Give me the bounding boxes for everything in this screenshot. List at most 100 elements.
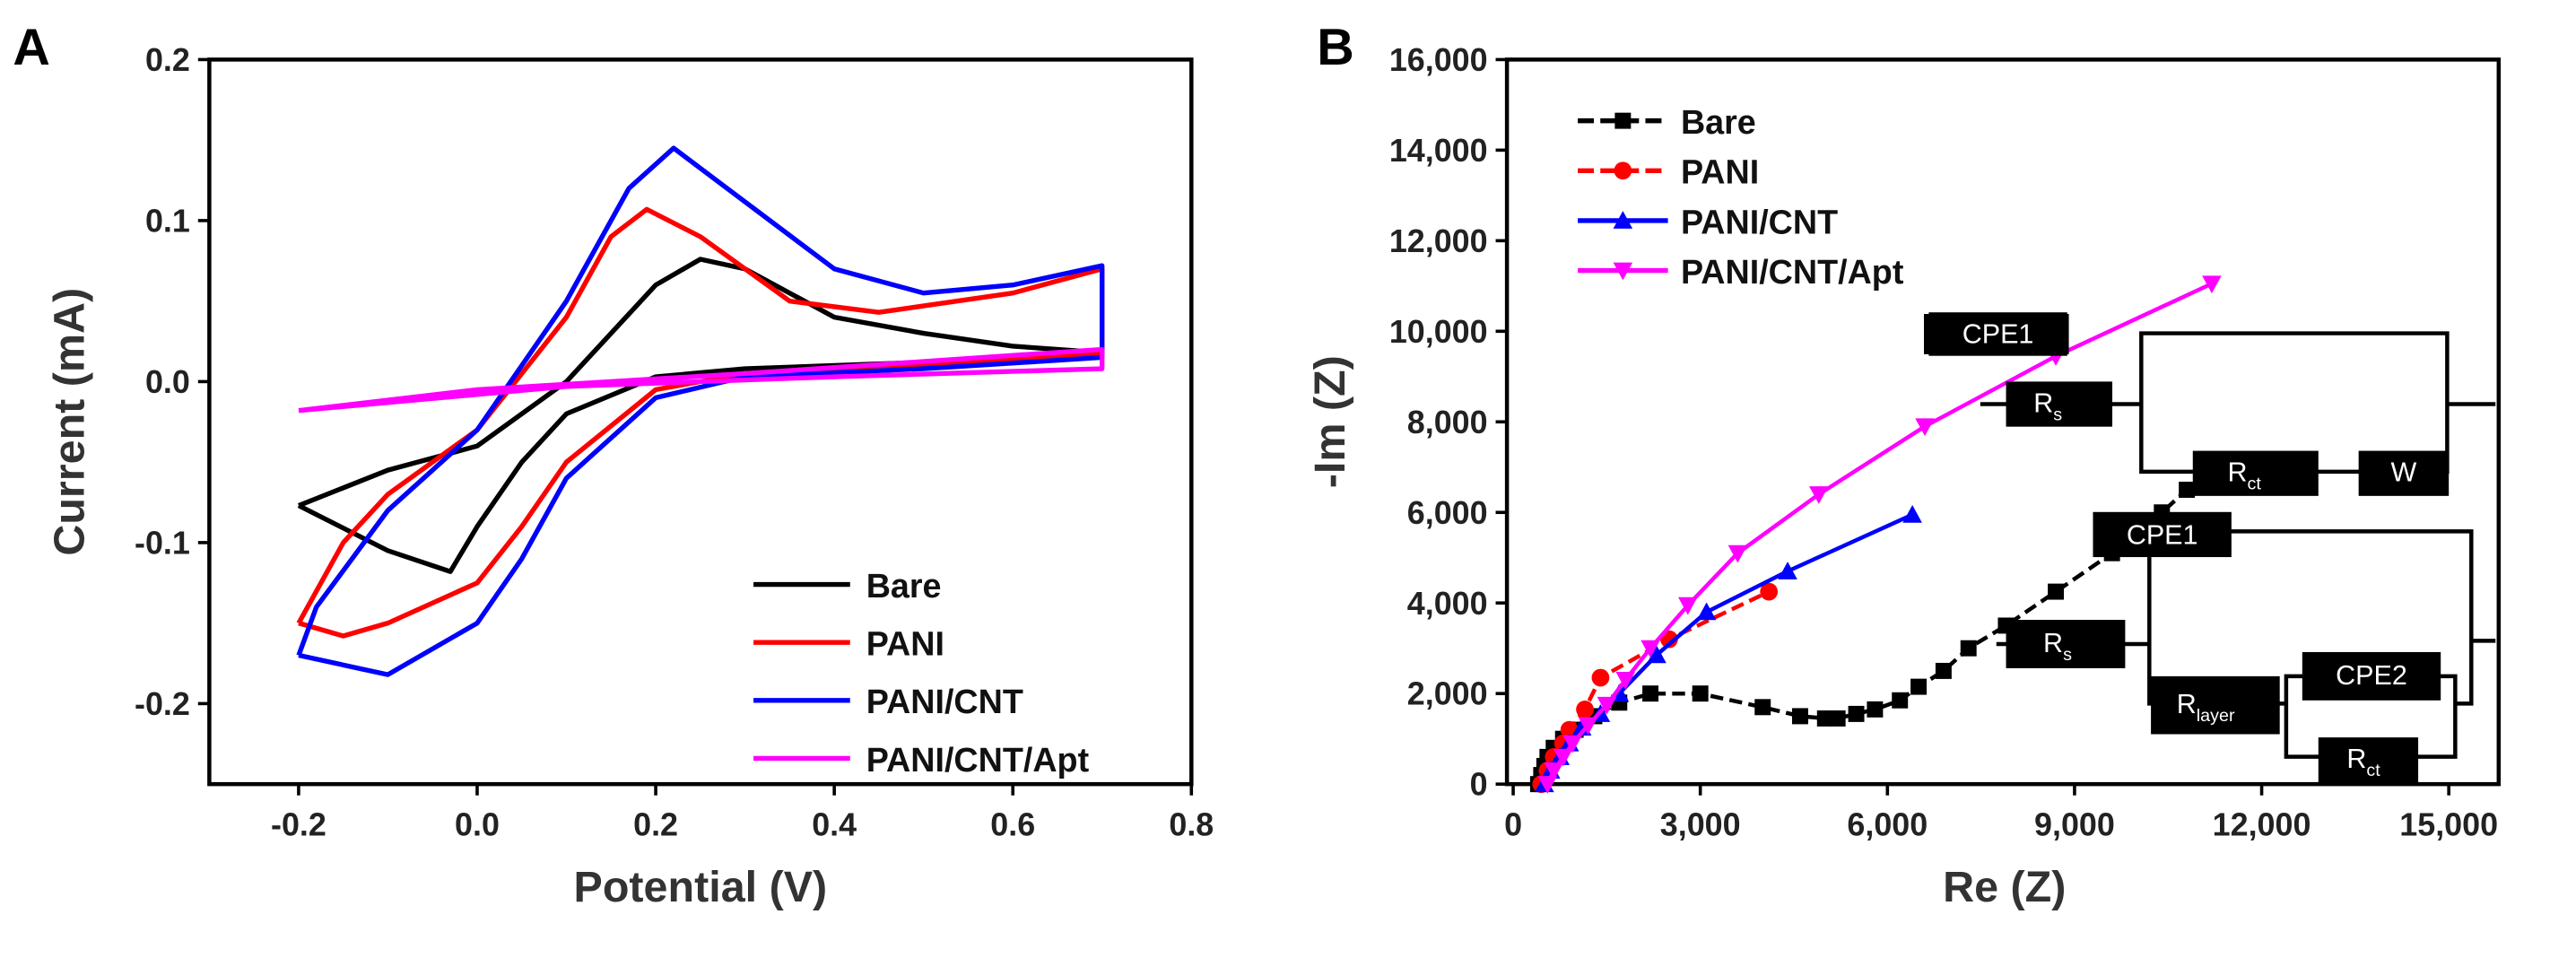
- eis-y-tick-label: 16,000: [1389, 42, 1488, 78]
- svg-text:Rct: Rct: [2228, 457, 2262, 494]
- eis-x-tick-label: 6,000: [1847, 807, 1928, 843]
- cv-x-axis-label: Potential (V): [574, 863, 828, 911]
- eis-point-pani-cnt-apt: [1562, 735, 1582, 753]
- eis-point-bare: [2179, 482, 2196, 498]
- eis-legend-marker: [1613, 211, 1633, 229]
- eis-x-tick-label: 0: [1504, 807, 1522, 843]
- eis-point-pani-cnt-apt: [1597, 696, 1617, 715]
- cv-y-tick-label: -0.1: [135, 525, 190, 561]
- eis-point-bare: [1910, 678, 1928, 695]
- eis-point-pani-cnt-apt: [1537, 776, 1558, 794]
- cv-y-axis-label: Current (mA): [45, 288, 93, 556]
- cv-x-tick-label: 0.2: [633, 807, 678, 843]
- eis-point-pani-cnt-apt: [1553, 748, 1573, 767]
- cv-legend-label: PANI/CNT/Apt: [866, 741, 1090, 779]
- eis-point-bare: [1867, 701, 1884, 718]
- eis-point-pani-cnt-apt: [1640, 640, 1660, 658]
- cv-legend-label: PANI: [866, 625, 944, 663]
- circuit2-rct-sub: ct: [2366, 761, 2380, 780]
- equivalent-circuit-1: CPE1 Rs Rct W: [1924, 312, 2496, 496]
- eis-y-tick-label: 0: [1470, 767, 1488, 803]
- eis-point-pani-cnt-apt: [1727, 544, 1748, 563]
- eis-point-pani-cnt-apt: [1915, 418, 1935, 437]
- eis-point-bare: [1848, 705, 1865, 722]
- eis-point-pani: [1760, 582, 1779, 601]
- svg-text:Rs: Rs: [2043, 628, 2072, 665]
- cv-y-tick-label: 0.0: [145, 364, 190, 400]
- eis-x-tick-label: 9,000: [2034, 807, 2115, 843]
- eis-legend-marker: [1614, 112, 1632, 129]
- eis-y-tick-label: 10,000: [1389, 314, 1488, 350]
- cv-x-tick-label: 0.6: [990, 807, 1035, 843]
- svg-text:Rlayer: Rlayer: [2177, 689, 2235, 726]
- eis-point-pani-cnt-apt: [1615, 672, 1636, 690]
- eis-point-bare: [1960, 640, 1977, 657]
- eis-legend-marker: [1613, 262, 1633, 281]
- eis-point-bare: [1754, 699, 1771, 716]
- eis-legend-label: PANI/CNT/Apt: [1681, 253, 1904, 291]
- eis-point-bare: [1935, 662, 1952, 679]
- eis-point-pani-cnt-apt: [1809, 486, 1829, 504]
- eis-y-axis-label: -Im (Z): [1306, 355, 1354, 488]
- eis-y-tick-label: 14,000: [1389, 133, 1488, 169]
- eis-point-pani: [1591, 668, 1610, 687]
- eis-x-tick-label: 3,000: [1660, 807, 1741, 843]
- eis-x-axis-label: Re (Z): [1943, 863, 2066, 911]
- panel-b-label: B: [1317, 19, 1353, 76]
- eis-legend-label: PANI: [1681, 153, 1759, 191]
- eis-legend-label: Bare: [1681, 103, 1756, 141]
- cv-x-tick-label: -0.2: [271, 807, 326, 843]
- eis-legend-label: PANI/CNT: [1681, 203, 1838, 240]
- eis-point-pani-cnt: [1902, 504, 1922, 523]
- circuit1-rct: R: [2228, 457, 2248, 488]
- cv-series-pani-cnt: [296, 145, 1105, 677]
- eis-point-pani-cnt: [1696, 602, 1717, 621]
- circuit2-cpe1: CPE1: [2127, 520, 2198, 551]
- circuit1-rs-sub: s: [2053, 405, 2062, 424]
- circuit2-rs: R: [2043, 628, 2063, 658]
- circuit1-w: W: [2391, 457, 2417, 488]
- svg-text:Rs: Rs: [2033, 388, 2062, 425]
- cv-legend-label: PANI/CNT: [866, 683, 1023, 720]
- cv-plot: -0.2 0.0 0.2 0.4 0.6 0.8 -0.2 -0.1 0.0 0.1 0.2 Bare…: [135, 42, 1214, 843]
- cv-x-tick-label: 0.8: [1169, 807, 1214, 843]
- circuit2-rs-sub: s: [2063, 645, 2072, 665]
- cv-legend-label: Bare: [866, 567, 942, 605]
- eis-plot: 0 3,000 6,000 9,000 12,000 15,000 0 2,000 4,000 6…: [1389, 42, 2502, 843]
- cv-series-pani: [296, 206, 1105, 639]
- eis-point-bare: [2048, 583, 2065, 600]
- cv-plot-frame: [207, 57, 1194, 787]
- cv-series-pani-cnt-apt: [298, 346, 1105, 414]
- eis-y-tick-label: 6,000: [1407, 495, 1488, 531]
- cv-x-tick-label: 0.4: [812, 807, 857, 843]
- eis-point-pani-cnt-apt: [1544, 762, 1564, 780]
- eis-point-bare: [1816, 710, 1833, 727]
- eis-point-pani-cnt-apt: [1578, 717, 1598, 736]
- eis-point-pani: [1576, 700, 1594, 718]
- eis-point-pani-cnt: [1647, 645, 1667, 664]
- cv-y-tick-label: -0.2: [135, 686, 190, 722]
- eis-point-pani-cnt-apt: [2202, 275, 2222, 294]
- cv-y-tick-label: 0.1: [145, 203, 190, 239]
- eis-x-tick-label: 15,000: [2399, 807, 2498, 843]
- eis-legend-marker: [1614, 161, 1632, 180]
- circuit1-cpe1: CPE1: [1962, 318, 2034, 349]
- panel-a-label: A: [13, 19, 49, 76]
- eis-point-bare: [1791, 708, 1808, 725]
- eis-y-tick-label: 2,000: [1407, 676, 1488, 712]
- eis-point-bare: [1642, 685, 1659, 702]
- cv-series-bare: [297, 257, 1105, 574]
- eis-y-tick-label: 8,000: [1407, 405, 1488, 440]
- circuit1-rct-sub: ct: [2248, 475, 2262, 494]
- eis-point-bare: [1892, 692, 1909, 709]
- eis-point-pani-cnt-apt: [1678, 597, 1698, 615]
- eis-series-pani-cnt: [1542, 512, 1914, 786]
- eis-y-tick-label: 4,000: [1407, 586, 1488, 622]
- circuit1-rs: R: [2033, 388, 2053, 419]
- circuit2-cpe2: CPE2: [2336, 660, 2407, 691]
- cv-x-tick-label: 0.0: [455, 807, 500, 843]
- eis-point-pani-cnt: [1778, 562, 1797, 579]
- cv-y-tick-label: 0.2: [145, 42, 190, 78]
- eis-x-tick-label: 12,000: [2213, 807, 2311, 843]
